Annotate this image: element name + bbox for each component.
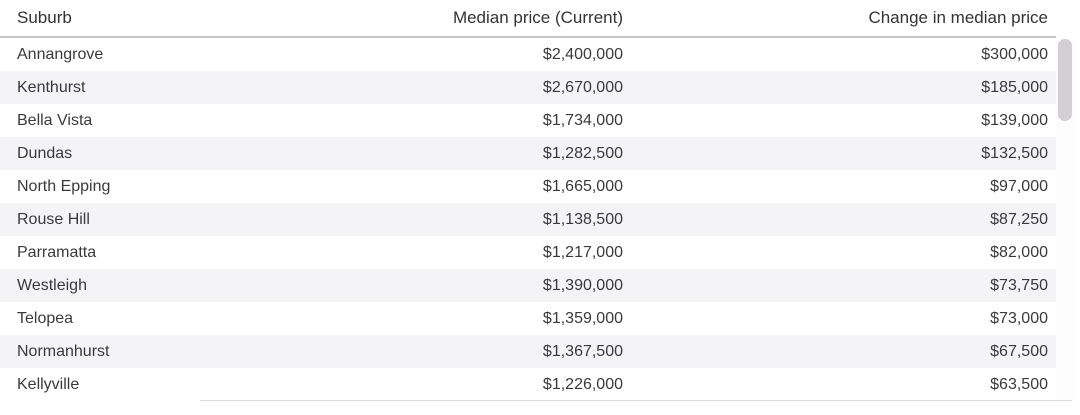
table-row[interactable]: North Epping $1,665,000 $97,000 bbox=[0, 170, 1056, 203]
median-price-cell: $1,138,500 bbox=[542, 210, 623, 228]
change-in-median-price-cell: $97,000 bbox=[990, 177, 1048, 195]
change-in-median-price-cell: $73,750 bbox=[990, 276, 1048, 294]
suburb-cell: Dundas bbox=[17, 144, 73, 162]
table-header: Suburb Median price (Current) Change in … bbox=[0, 0, 1056, 38]
table-row[interactable]: Normanhurst $1,367,500 $67,500 bbox=[0, 335, 1056, 368]
table-row[interactable]: Kenthurst $2,670,000 $185,000 bbox=[0, 71, 1056, 104]
change-in-median-price-cell: $139,000 bbox=[981, 111, 1048, 129]
table-row[interactable]: Westleigh $1,390,000 $73,750 bbox=[0, 269, 1056, 302]
table-row[interactable]: Rouse Hill $1,138,500 $87,250 bbox=[0, 203, 1056, 236]
suburb-cell: Telopea bbox=[17, 309, 74, 327]
column-header-change-in-median-price[interactable]: Change in median price bbox=[868, 8, 1048, 27]
median-price-cell: $1,359,000 bbox=[542, 309, 623, 327]
median-price-cell: $1,226,000 bbox=[542, 375, 623, 393]
suburb-cell: Annangrove bbox=[17, 45, 104, 63]
table-row[interactable]: Dundas $1,282,500 $132,500 bbox=[0, 137, 1056, 170]
median-price-cell: $1,390,000 bbox=[542, 276, 623, 294]
suburb-cell: North Epping bbox=[17, 177, 111, 195]
change-in-median-price-cell: $82,000 bbox=[990, 243, 1048, 261]
bottom-border bbox=[200, 400, 1072, 401]
median-price-cell: $1,217,000 bbox=[542, 243, 623, 261]
suburb-cell: Westleigh bbox=[17, 276, 87, 294]
price-table: Suburb Median price (Current) Change in … bbox=[0, 0, 1056, 401]
scrollbar-thumb[interactable] bbox=[1058, 39, 1072, 121]
table-row[interactable]: Kellyville $1,226,000 $63,500 bbox=[0, 368, 1056, 401]
table-row[interactable]: Bella Vista $1,734,000 $139,000 bbox=[0, 104, 1056, 137]
median-price-cell: $1,734,000 bbox=[542, 111, 623, 129]
median-price-cell: $2,400,000 bbox=[542, 45, 623, 63]
change-in-median-price-cell: $87,250 bbox=[990, 210, 1048, 228]
change-in-median-price-cell: $300,000 bbox=[981, 45, 1048, 63]
median-price-cell: $1,665,000 bbox=[542, 177, 623, 195]
table-row[interactable]: Parramatta $1,217,000 $82,000 bbox=[0, 236, 1056, 269]
table-row[interactable]: Annangrove $2,400,000 $300,000 bbox=[0, 38, 1056, 71]
change-in-median-price-cell: $73,000 bbox=[990, 309, 1048, 327]
change-in-median-price-cell: $67,500 bbox=[990, 342, 1048, 360]
suburb-cell: Bella Vista bbox=[17, 111, 93, 129]
suburb-cell: Rouse Hill bbox=[17, 210, 90, 228]
suburb-cell: Kellyville bbox=[17, 375, 80, 393]
change-in-median-price-cell: $63,500 bbox=[990, 375, 1048, 393]
median-price-cell: $2,670,000 bbox=[542, 78, 623, 96]
suburb-cell: Kenthurst bbox=[17, 78, 86, 96]
suburb-cell: Parramatta bbox=[17, 243, 97, 261]
table-row[interactable]: Telopea $1,359,000 $73,000 bbox=[0, 302, 1056, 335]
change-in-median-price-cell: $185,000 bbox=[981, 78, 1048, 96]
column-header-median-price-current[interactable]: Median price (Current) bbox=[452, 8, 623, 27]
change-in-median-price-cell: $132,500 bbox=[981, 144, 1048, 162]
median-price-cell: $1,282,500 bbox=[542, 144, 623, 162]
median-price-cell: $1,367,500 bbox=[542, 342, 623, 360]
suburb-cell: Normanhurst bbox=[17, 342, 110, 360]
vertical-scrollbar[interactable] bbox=[1056, 39, 1075, 400]
column-header-suburb[interactable]: Suburb bbox=[17, 8, 72, 27]
table-body: Annangrove $2,400,000 $300,000 Kenthurst $2,… bbox=[0, 38, 1056, 401]
